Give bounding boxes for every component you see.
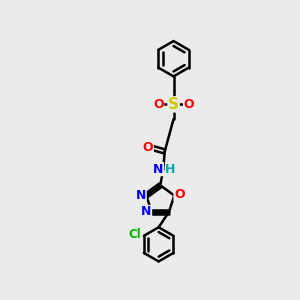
Text: N: N bbox=[141, 206, 152, 218]
Text: N: N bbox=[153, 163, 164, 176]
Text: S: S bbox=[168, 97, 179, 112]
Text: H: H bbox=[164, 163, 175, 176]
Text: N: N bbox=[136, 189, 146, 202]
Text: O: O bbox=[142, 141, 153, 154]
Text: O: O bbox=[174, 188, 184, 200]
Text: O: O bbox=[184, 98, 194, 111]
Text: Cl: Cl bbox=[128, 228, 141, 241]
Text: O: O bbox=[153, 98, 164, 111]
